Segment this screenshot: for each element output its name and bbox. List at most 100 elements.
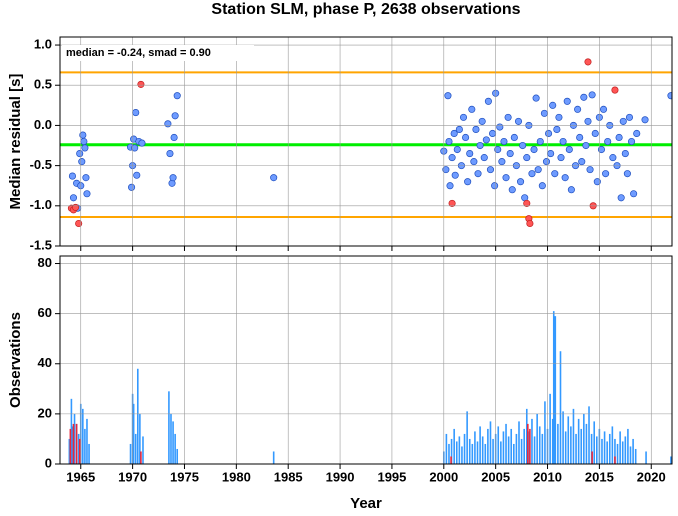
x-axis-label: Year bbox=[350, 495, 382, 511]
y-axis-label: Median residual [s] bbox=[7, 74, 24, 210]
bar bbox=[78, 438, 81, 464]
bar bbox=[458, 436, 461, 464]
data-point bbox=[586, 166, 594, 174]
data-point bbox=[486, 166, 495, 174]
data-point bbox=[480, 154, 488, 162]
bar bbox=[132, 403, 135, 464]
data-point bbox=[542, 158, 551, 166]
bar bbox=[75, 423, 78, 464]
data-point bbox=[514, 117, 523, 125]
data-point bbox=[532, 94, 540, 102]
bar bbox=[489, 421, 492, 464]
x-tick-label: 1965 bbox=[66, 469, 95, 484]
data-point bbox=[580, 93, 588, 101]
bar bbox=[549, 393, 551, 464]
data-point bbox=[633, 129, 641, 138]
bar bbox=[619, 431, 621, 464]
data-point bbox=[476, 141, 484, 150]
bar bbox=[453, 428, 455, 464]
bar bbox=[572, 408, 575, 464]
data-point bbox=[555, 113, 563, 121]
data-point bbox=[551, 170, 559, 178]
x-tick-label: 1985 bbox=[274, 469, 303, 484]
bar bbox=[168, 391, 170, 464]
bar bbox=[601, 438, 603, 464]
data-point bbox=[132, 109, 140, 117]
data-point bbox=[625, 113, 634, 121]
plot-area bbox=[68, 311, 672, 464]
bar bbox=[533, 436, 536, 464]
data-point bbox=[549, 101, 557, 109]
bar bbox=[632, 438, 634, 464]
data-point bbox=[591, 129, 599, 138]
bar bbox=[479, 426, 481, 464]
bar bbox=[557, 423, 559, 464]
data-point bbox=[504, 113, 512, 121]
bar bbox=[481, 436, 484, 464]
bar bbox=[603, 431, 606, 464]
bar bbox=[593, 421, 596, 464]
data-point bbox=[667, 92, 672, 100]
bar bbox=[590, 433, 593, 464]
bar bbox=[461, 446, 463, 464]
data-point bbox=[517, 178, 525, 186]
data-point bbox=[593, 178, 601, 186]
bar bbox=[531, 418, 533, 464]
data-point bbox=[173, 92, 181, 100]
x-tick-label: 2010 bbox=[533, 469, 562, 484]
data-point bbox=[138, 139, 146, 147]
data-point bbox=[466, 150, 474, 158]
data-point bbox=[627, 137, 636, 146]
data-point bbox=[76, 150, 84, 158]
bar bbox=[564, 431, 567, 464]
data-point bbox=[468, 105, 476, 113]
bar bbox=[567, 416, 570, 464]
data-point bbox=[82, 174, 90, 182]
bar bbox=[505, 423, 507, 464]
x-tick-label: 2020 bbox=[637, 469, 666, 484]
data-point bbox=[584, 58, 592, 66]
bar bbox=[71, 426, 74, 464]
bar bbox=[614, 438, 616, 464]
data-point bbox=[545, 129, 553, 138]
bar bbox=[466, 411, 468, 464]
bar bbox=[513, 443, 515, 464]
bar bbox=[471, 443, 474, 464]
x-tick-label: 2000 bbox=[429, 469, 458, 484]
bar bbox=[468, 438, 471, 464]
bar bbox=[611, 426, 614, 464]
data-point bbox=[547, 150, 555, 158]
bar bbox=[562, 411, 564, 464]
bar bbox=[170, 413, 172, 464]
data-point bbox=[459, 113, 468, 121]
data-point bbox=[470, 158, 478, 166]
data-point bbox=[584, 117, 592, 125]
bar bbox=[629, 446, 632, 464]
data-point bbox=[506, 150, 514, 158]
data-point bbox=[563, 97, 571, 105]
data-point bbox=[530, 145, 538, 154]
bar bbox=[544, 401, 546, 464]
bar bbox=[450, 456, 452, 464]
data-point bbox=[567, 186, 575, 194]
x-tick-label: 1995 bbox=[377, 469, 406, 484]
data-point bbox=[171, 112, 179, 120]
bar bbox=[527, 423, 529, 464]
data-point bbox=[133, 171, 141, 179]
data-point bbox=[588, 91, 596, 99]
bar bbox=[88, 443, 90, 464]
bar bbox=[68, 438, 71, 464]
data-point bbox=[464, 178, 472, 186]
bar bbox=[585, 423, 588, 464]
data-point bbox=[630, 190, 638, 198]
x-tick-label: 2015 bbox=[585, 469, 614, 484]
bar bbox=[541, 433, 544, 464]
y-tick-label: 40 bbox=[38, 355, 52, 370]
bar bbox=[627, 428, 629, 464]
data-point bbox=[488, 129, 497, 138]
y-tick-label: -1.0 bbox=[30, 197, 52, 212]
data-point bbox=[508, 186, 516, 194]
x-tick-label: 1980 bbox=[222, 469, 251, 484]
data-point bbox=[444, 92, 452, 100]
annotation-box bbox=[62, 45, 254, 61]
